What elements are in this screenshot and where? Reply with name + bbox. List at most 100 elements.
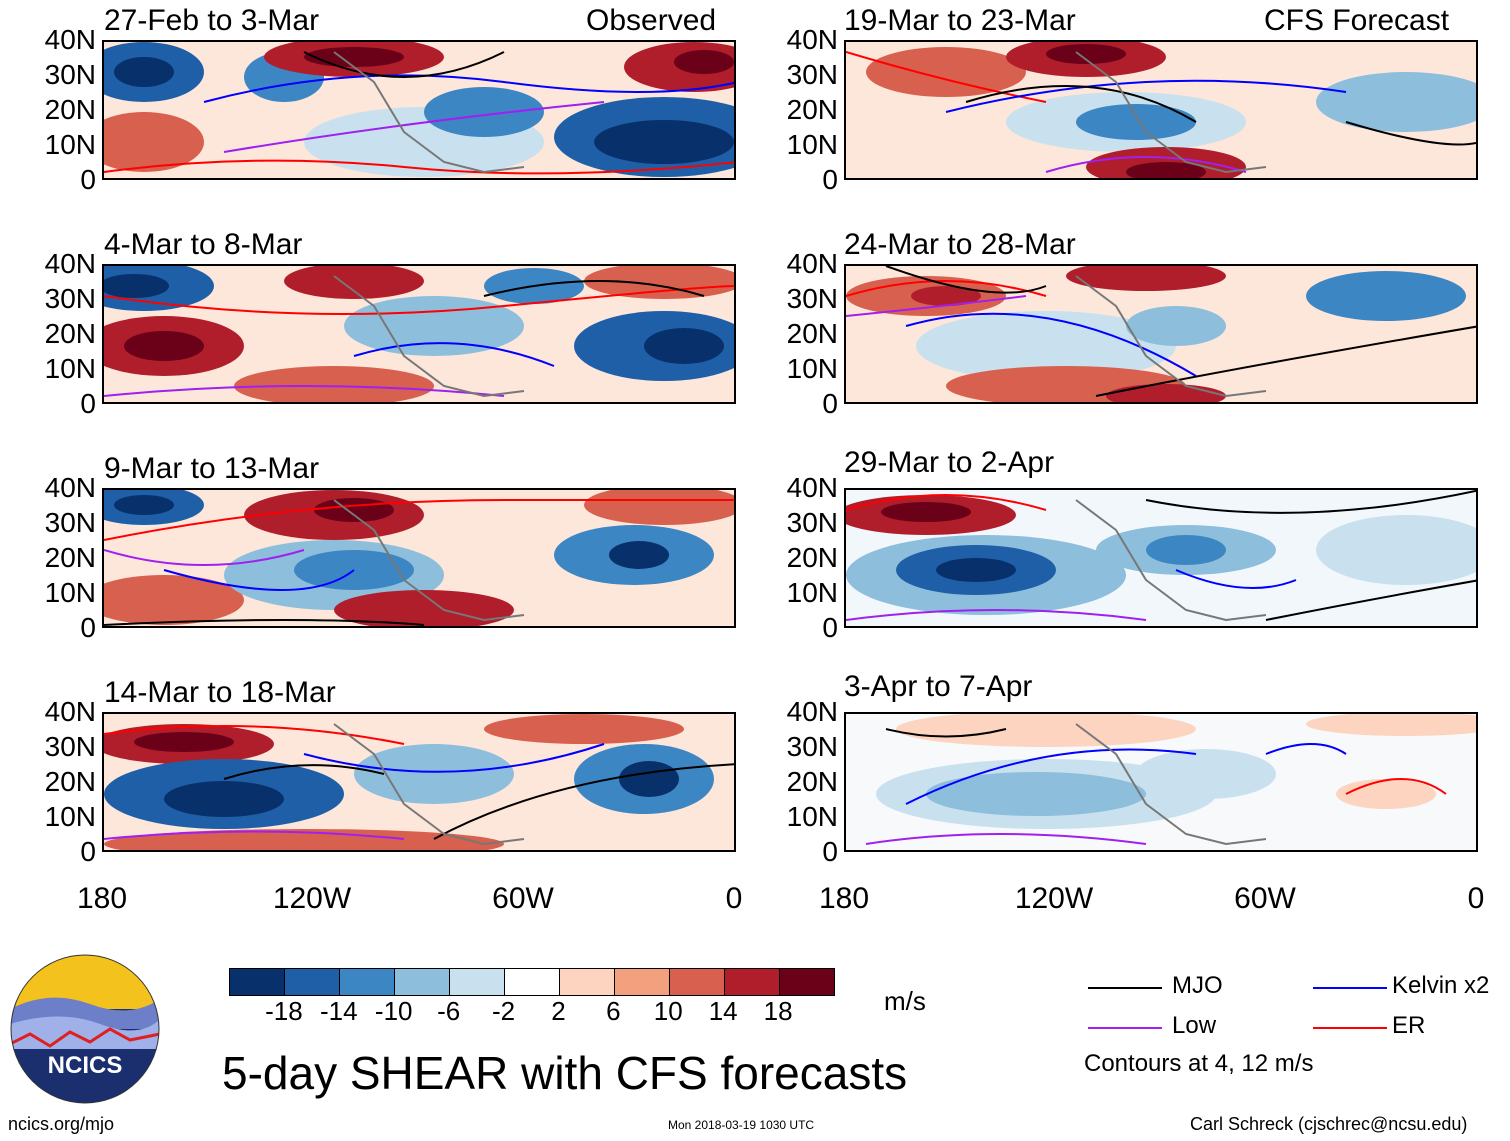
shear-map bbox=[844, 40, 1478, 180]
colorbar-label: 2 bbox=[551, 996, 566, 1026]
logo-text: NCICS bbox=[47, 1052, 123, 1079]
colorbar-swatch bbox=[560, 969, 615, 995]
colorbar-swatch bbox=[285, 969, 340, 995]
y-tick-label: 0 bbox=[80, 164, 96, 195]
shear-map bbox=[844, 712, 1478, 852]
x-tick-180-right: 180 bbox=[818, 882, 870, 915]
colorbar-swatch bbox=[230, 969, 285, 995]
y-tick-label: 0 bbox=[80, 836, 96, 867]
y-tick-label: 10N bbox=[786, 129, 838, 160]
colorbar-label: 18 bbox=[763, 996, 793, 1026]
y-tick-label: 0 bbox=[822, 164, 838, 195]
y-tick-label: 40N bbox=[44, 24, 96, 55]
shear-map bbox=[102, 488, 736, 628]
ncics-logo: NCICS bbox=[10, 954, 160, 1104]
y-tick-label: 10N bbox=[786, 801, 838, 832]
y-tick-label: 30N bbox=[786, 507, 838, 538]
y-tick-label: 0 bbox=[822, 836, 838, 867]
panel-title: 9-Mar to 13-Mar bbox=[104, 452, 320, 485]
x-tick-120w-right: 120W bbox=[1014, 882, 1094, 915]
shear-map bbox=[102, 264, 736, 404]
colorbar-label: -14 bbox=[320, 996, 358, 1026]
x-tick-120w-left: 120W bbox=[272, 882, 352, 915]
colorbar-swatch bbox=[780, 969, 834, 995]
timestamp: Mon 2018-03-19 1030 UTC bbox=[668, 1118, 815, 1132]
author-credit: Carl Schreck (cjschrec@ncsu.edu) bbox=[1190, 1114, 1468, 1134]
colorbar-swatch bbox=[670, 969, 725, 995]
y-tick-label: 10N bbox=[44, 577, 96, 608]
y-tick-label: 0 bbox=[80, 612, 96, 643]
y-tick-label: 20N bbox=[44, 94, 96, 125]
panel-title: 29-Mar to 2-Apr bbox=[844, 446, 1055, 479]
x-tick-180-left: 180 bbox=[76, 882, 128, 915]
contour-note: Contours at 4, 12 m/s bbox=[1084, 1050, 1314, 1077]
er-legend-line bbox=[1313, 1027, 1387, 1029]
y-tick-label: 0 bbox=[822, 388, 838, 419]
x-tick-0-right: 0 bbox=[1467, 882, 1485, 915]
panel-title: 19-Mar to 23-Mar bbox=[844, 4, 1076, 37]
colorbar-label: -18 bbox=[265, 996, 303, 1026]
panel-title: 3-Apr to 7-Apr bbox=[844, 670, 1033, 703]
x-tick-60w-left: 60W bbox=[492, 882, 554, 915]
y-tick-label: 30N bbox=[786, 59, 838, 90]
y-tick-label: 20N bbox=[786, 318, 838, 349]
y-tick-label: 30N bbox=[786, 731, 838, 762]
y-tick-label: 10N bbox=[786, 353, 838, 384]
colorbar-swatch bbox=[725, 969, 780, 995]
y-tick-label: 30N bbox=[44, 59, 96, 90]
units-label: m/s bbox=[884, 986, 926, 1016]
colorbar-label: 14 bbox=[708, 996, 738, 1026]
colorbar-label: -6 bbox=[437, 996, 461, 1026]
y-tick-label: 30N bbox=[44, 507, 96, 538]
y-tick-label: 40N bbox=[786, 24, 838, 55]
y-tick-label: 30N bbox=[44, 731, 96, 762]
colorbar-swatch bbox=[395, 969, 450, 995]
colorbar bbox=[229, 968, 835, 996]
y-tick-label: 0 bbox=[822, 612, 838, 643]
y-tick-label: 30N bbox=[44, 283, 96, 314]
y-tick-label: 20N bbox=[44, 542, 96, 573]
colorbar-label: 10 bbox=[653, 996, 683, 1026]
panel-title: 27-Feb to 3-Mar bbox=[104, 4, 320, 37]
y-tick-label: 40N bbox=[44, 696, 96, 727]
y-tick-label: 30N bbox=[786, 283, 838, 314]
y-tick-label: 10N bbox=[786, 577, 838, 608]
y-tick-label: 20N bbox=[786, 766, 838, 797]
panel-title: 24-Mar to 28-Mar bbox=[844, 228, 1076, 261]
panel-title: 14-Mar to 18-Mar bbox=[104, 676, 336, 709]
y-tick-label: 20N bbox=[786, 94, 838, 125]
colorbar-swatch bbox=[340, 969, 395, 995]
colorbar-label: -2 bbox=[491, 996, 516, 1026]
y-tick-label: 40N bbox=[44, 472, 96, 503]
x-tick-0-left: 0 bbox=[725, 882, 743, 915]
low-legend-label: Low bbox=[1172, 1012, 1217, 1039]
y-tick-label: 40N bbox=[786, 472, 838, 503]
colorbar-swatch bbox=[450, 969, 505, 995]
y-tick-label: 20N bbox=[44, 318, 96, 349]
panel-title: 4-Mar to 8-Mar bbox=[104, 228, 303, 261]
source-url[interactable]: ncics.org/mjo bbox=[8, 1114, 115, 1134]
colorbar-swatch bbox=[505, 969, 560, 995]
shear-map bbox=[844, 488, 1478, 628]
observed-label: Observed bbox=[586, 4, 717, 37]
y-tick-label: 20N bbox=[786, 542, 838, 573]
low-legend-line bbox=[1088, 1027, 1162, 1029]
kelvin-legend-label: Kelvin x2 bbox=[1392, 972, 1490, 999]
kelvin-legend-line bbox=[1313, 987, 1387, 989]
y-tick-label: 40N bbox=[44, 248, 96, 279]
y-tick-label: 40N bbox=[786, 696, 838, 727]
x-tick-60w-right: 60W bbox=[1234, 882, 1296, 915]
colorbar-label: 6 bbox=[606, 996, 621, 1026]
y-tick-label: 10N bbox=[44, 801, 96, 832]
mjo-legend-label: MJO bbox=[1172, 972, 1223, 999]
cfs-forecast-label: CFS Forecast bbox=[1264, 4, 1450, 37]
figure-title: 5-day SHEAR with CFS forecasts bbox=[222, 1047, 908, 1099]
y-tick-label: 10N bbox=[44, 353, 96, 384]
colorbar-swatch bbox=[615, 969, 670, 995]
y-tick-label: 0 bbox=[80, 388, 96, 419]
colorbar-label: -10 bbox=[374, 996, 413, 1026]
shear-map bbox=[844, 264, 1478, 404]
y-tick-label: 10N bbox=[44, 129, 96, 160]
shear-map bbox=[102, 40, 736, 180]
y-tick-label: 20N bbox=[44, 766, 96, 797]
